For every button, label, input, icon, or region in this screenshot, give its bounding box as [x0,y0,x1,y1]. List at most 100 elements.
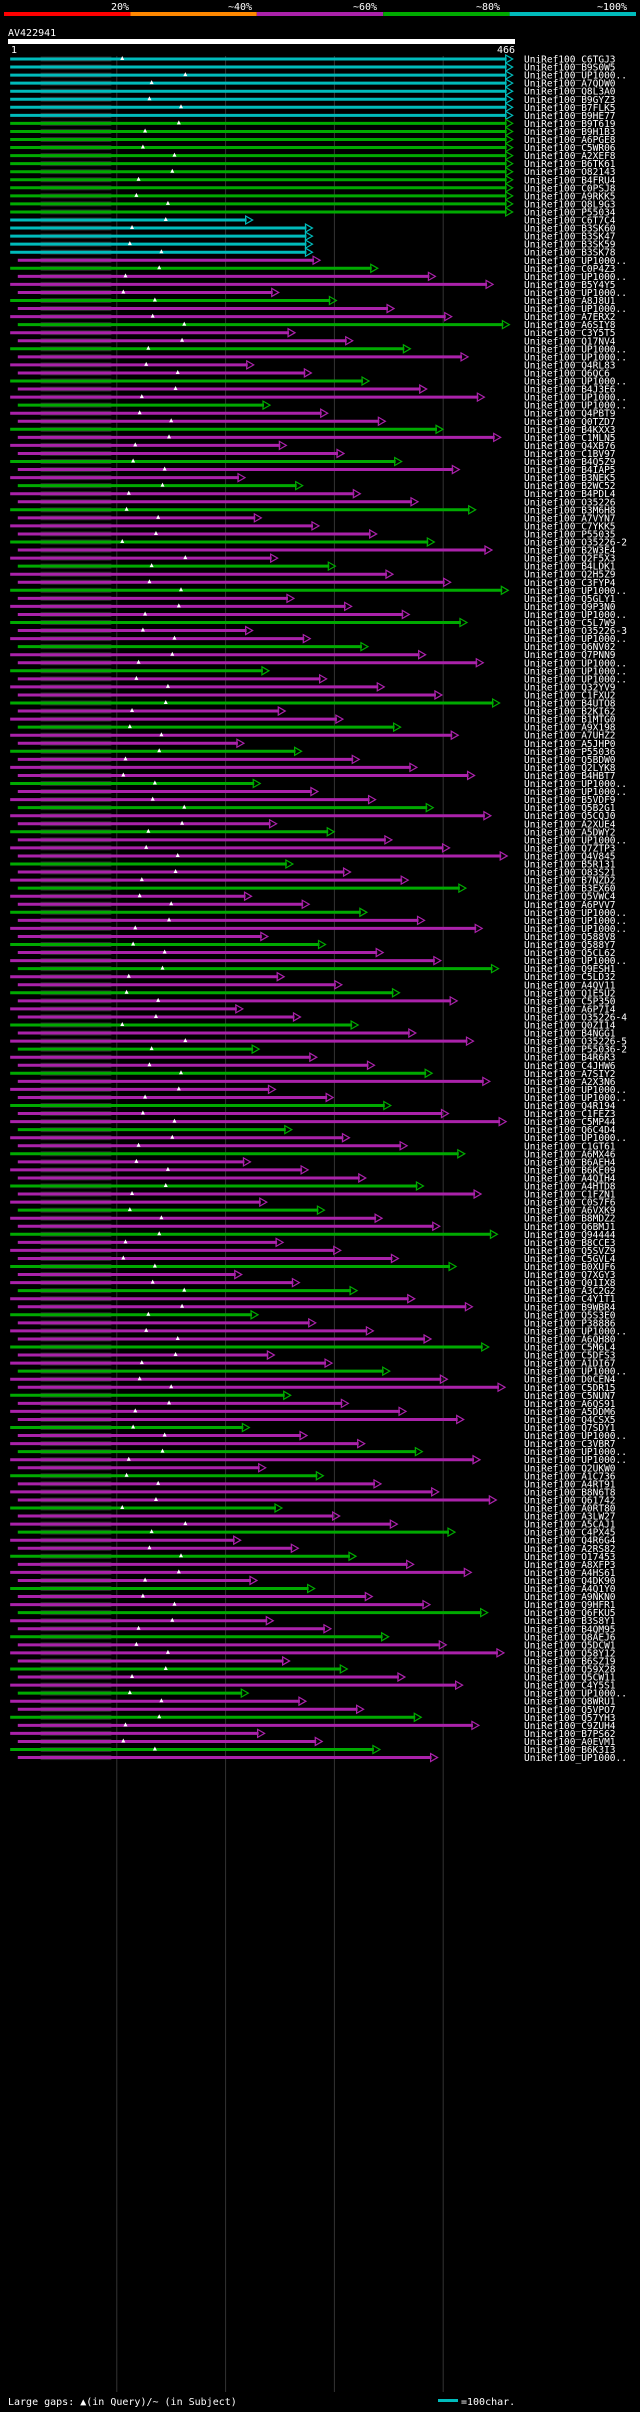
hit-label[interactable]: UniRef100_Q5CQJ0 [524,811,616,822]
hit-label[interactable]: UniRef100_UP1000.. [524,1431,627,1442]
hit-label[interactable]: UniRef100_B4IAP5 [524,465,616,476]
hit-label[interactable]: UniRef100_Q9ESH1 [524,964,616,975]
hit-label[interactable]: UniRef100_B8CCE3 [524,1238,616,1249]
hit-label[interactable]: UniRef100_B5Y4Y5 [524,280,616,291]
hit-label[interactable]: UniRef100_UP1000.. [524,71,627,82]
hit-label[interactable]: UniRef100_Q32YV9 [524,682,616,693]
hit-label[interactable]: UniRef100_B9HE77 [524,111,616,122]
hit-label[interactable]: UniRef100_Q2LYK8 [524,763,616,774]
hit-label[interactable]: UniRef100_A5DDM6 [524,1407,616,1418]
hit-label[interactable]: UniRef100_A7ERX2 [524,312,616,323]
hit-label[interactable]: UniRef100_UP1000.. [524,916,627,927]
hit-label[interactable]: UniRef100_O83S21 [524,868,616,879]
hit-label[interactable]: UniRef100_Q5B2G1 [524,803,616,814]
hit-label[interactable]: UniRef100_B4QM95 [524,1624,616,1635]
hit-label[interactable]: UniRef100_A2XUE4 [524,819,616,830]
hit-label[interactable]: UniRef100_Q4V845 [524,851,616,862]
hit-label[interactable]: UniRef100_UP1000.. [524,956,627,967]
hit-label[interactable]: UniRef100_B3SK47 [524,232,616,243]
hit-label[interactable]: UniRef100_A2X3N6 [524,1077,616,1088]
hit-label[interactable]: UniRef100_UP1000.. [524,1326,627,1337]
hit-label[interactable]: UniRef100_C0PSJ8 [524,183,616,194]
hit-label[interactable]: UniRef100_C5DR15 [524,1383,616,1394]
hit-label[interactable]: UniRef100_C5MP44 [524,1117,616,1128]
hit-label[interactable]: UniRef100_B6K3I3 [524,1745,616,1756]
hit-label[interactable]: UniRef100_A4QIH4 [524,1173,616,1184]
hit-label[interactable]: UniRef100_B6AEH4 [524,1157,616,1168]
hit-label[interactable]: UniRef100_UP1000.. [524,787,627,798]
hit-label[interactable]: UniRef100_Q6FKU5 [524,1608,616,1619]
hit-label[interactable]: UniRef100_O35226-3 [524,626,627,637]
hit-label[interactable]: UniRef100_Q5BDW0 [524,755,616,766]
hit-label[interactable]: UniRef100_Q4RL83 [524,360,616,371]
hit-label[interactable]: UniRef100_B4NGG1 [524,1029,616,1040]
hit-label[interactable]: UniRef100_A6PGE8 [524,135,616,146]
hit-label[interactable]: UniRef100_UP1000.. [524,586,627,597]
hit-label[interactable]: UniRef100_Q4R194 [524,1101,616,1112]
hit-label[interactable]: UniRef100_B3M6H8 [524,505,616,516]
hit-label[interactable]: UniRef100_B4KXX3 [524,425,616,436]
hit-label[interactable]: UniRef100_UP1000.. [524,1447,627,1458]
hit-label[interactable]: UniRef100_A1DI67 [524,1359,616,1370]
hit-label[interactable]: UniRef100_A6MX46 [524,1149,616,1160]
hit-label[interactable]: UniRef100_B7NZD2 [524,876,616,887]
hit-label[interactable]: UniRef100_UP1000.. [524,610,627,621]
hit-label[interactable]: UniRef100_Q5SVZ9 [524,1246,616,1257]
hit-label[interactable]: UniRef100_UP1000.. [524,908,627,919]
hit-label[interactable]: UniRef100_UP1000.. [524,256,627,267]
hit-label[interactable]: UniRef100_Q8L9G3 [524,199,616,210]
hit-label[interactable]: UniRef100_A4HTD8 [524,1182,616,1193]
hit-label[interactable]: UniRef100_A9X198 [524,723,616,734]
hit-label[interactable]: UniRef100_Q2H5Z9 [524,570,616,581]
hit-label[interactable]: UniRef100_Q7ZTP3 [524,843,616,854]
hit-label[interactable]: UniRef100_B4R6R3 [524,1053,616,1064]
hit-label[interactable]: UniRef100_UP1000.. [524,1085,627,1096]
hit-label[interactable]: UniRef100_A5JHP0 [524,739,616,750]
hit-label[interactable]: UniRef100_B0XUF6 [524,1262,616,1273]
hit-label[interactable]: UniRef100_UP1000.. [524,674,627,685]
hit-label[interactable]: UniRef100_C6T7C4 [524,216,616,227]
hit-label[interactable]: UniRef100_B4PDL4 [524,489,616,500]
hit-label[interactable]: UniRef100_UP1000.. [524,288,627,299]
hit-label[interactable]: UniRef100_Q6BMJ1 [524,1222,616,1233]
hit-label[interactable]: UniRef100_A2XEF8 [524,151,616,162]
hit-label[interactable]: UniRef100_B9WBR4 [524,1302,616,1313]
hit-label[interactable]: UniRef100_UP1000.. [524,666,627,677]
hit-label[interactable]: UniRef100_P55034 [524,207,616,218]
hit-label[interactable]: UniRef100_A7SIY2 [524,1069,616,1080]
hit-label[interactable]: UniRef100_A3C2G2 [524,1286,616,1297]
hit-label[interactable]: UniRef100_UP1000.. [524,1133,627,1144]
hit-label[interactable]: UniRef100_O35226-4 [524,1012,627,1023]
hit-label[interactable]: UniRef100_B6KE09 [524,1165,616,1176]
hit-label[interactable]: UniRef100_A6PVV7 [524,900,616,911]
hit-label[interactable]: UniRef100_Q59X28 [524,1665,616,1676]
hit-label[interactable]: UniRef100_Q57YH3 [524,1713,616,1724]
hit-label[interactable]: UniRef100_Q0ZI14 [524,1021,616,1032]
hit-label[interactable]: UniRef100_P38886 [524,1318,616,1329]
hit-label[interactable]: UniRef100_C7YKK5 [524,521,616,532]
hit-label[interactable]: UniRef100_B3SK60 [524,224,616,235]
hit-label[interactable]: UniRef100_Q5CL62 [524,948,616,959]
hit-label[interactable]: UniRef100_Q7PNN9 [524,650,616,661]
hit-label[interactable]: UniRef100_C5M6L4 [524,1343,616,1354]
hit-label[interactable]: UniRef100_Q5DCW1 [524,1640,616,1651]
hit-label[interactable]: UniRef100_UP1000.. [524,1367,627,1378]
hit-label[interactable]: UniRef100_C4JHW6 [524,1061,616,1072]
hit-label[interactable]: UniRef100_Q7XGY3 [524,1270,616,1281]
hit-label[interactable]: UniRef100_UP1000.. [524,1753,627,1764]
hit-label[interactable]: UniRef100_B4FRU4 [524,175,616,186]
hit-label[interactable]: UniRef100_Q17NV4 [524,336,616,347]
hit-label[interactable]: UniRef100_UP1000.. [524,634,627,645]
hit-label[interactable]: UniRef100_Q7SDY1 [524,1423,616,1434]
hit-label[interactable]: UniRef100_Q4CSX5 [524,1415,616,1426]
hit-label[interactable]: UniRef100_C0P4Z3 [524,264,616,275]
hit-label[interactable]: UniRef100_B4J3E6 [524,385,616,396]
hit-label[interactable]: UniRef100_B3SK59 [524,240,616,251]
hit-label[interactable]: UniRef100_C1MLN5 [524,433,616,444]
hit-label[interactable]: UniRef100_B9H1B3 [524,127,616,138]
hit-label[interactable]: UniRef100_C1BV97 [524,449,616,460]
hit-label[interactable]: UniRef100_B2KI62 [524,707,616,718]
hit-label[interactable]: UniRef100_B3NEK5 [524,473,616,484]
hit-label[interactable]: UniRef100_A6QH80 [524,1334,616,1345]
hit-label[interactable]: UniRef100_A9NKN0 [524,1592,616,1603]
